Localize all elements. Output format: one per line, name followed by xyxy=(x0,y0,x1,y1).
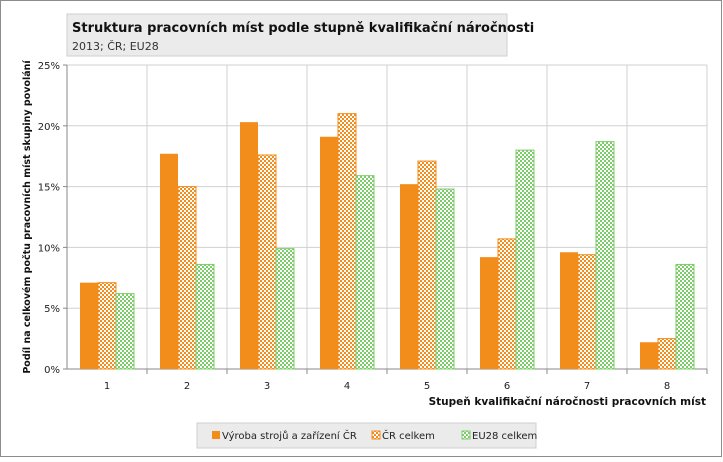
bar-3-3 xyxy=(275,248,295,370)
bar-3-8 xyxy=(675,263,695,370)
bar-1-6 xyxy=(480,257,498,369)
bar-3-5 xyxy=(435,188,455,370)
bar-2-3 xyxy=(257,154,277,370)
x-axis-label: Stupeň kvalifikační náročnosti pracovníc… xyxy=(429,396,706,408)
legend xyxy=(196,422,537,449)
chart-title: Struktura pracovních míst podle stupně k… xyxy=(72,21,534,36)
y-tick-label: 10% xyxy=(38,243,60,254)
bar-1-3 xyxy=(240,122,258,369)
bar-2-2 xyxy=(177,186,197,370)
bar-2-8 xyxy=(657,338,677,370)
bar-1-2 xyxy=(160,153,178,369)
bar-1-7 xyxy=(560,252,578,369)
x-tick-label: 4 xyxy=(344,381,350,392)
y-tick-label: 15% xyxy=(38,183,60,194)
bar-3-2 xyxy=(195,263,215,370)
legend-label: Výroba strojů a zařízení ČR xyxy=(222,429,357,442)
bar-3-4 xyxy=(355,175,375,370)
legend-swatch xyxy=(461,430,471,440)
bar-2-1 xyxy=(97,282,117,370)
y-tick-label: 0% xyxy=(44,365,60,376)
bar-1-5 xyxy=(400,184,418,369)
y-tick-label: 25% xyxy=(38,61,60,72)
legend-label: EU28 celkem xyxy=(472,431,537,442)
x-tick-label: 3 xyxy=(264,381,270,392)
x-tick-label: 8 xyxy=(664,381,670,392)
bar-2-6 xyxy=(497,238,517,370)
y-axis-label: Podíl na celkovém počtu pracovních míst … xyxy=(22,60,33,374)
title-box xyxy=(66,13,508,57)
bar-1-1 xyxy=(80,282,98,369)
x-tick-label: 5 xyxy=(424,381,430,392)
bar-3-1 xyxy=(115,293,135,370)
chart-subtitle: 2013; ČR; EU28 xyxy=(72,40,159,53)
bar-3-6 xyxy=(515,149,535,370)
legend-swatch xyxy=(371,430,381,440)
bar-2-5 xyxy=(417,160,437,370)
bar-3-7 xyxy=(595,141,615,370)
legend-swatch xyxy=(212,431,220,439)
bar-2-4 xyxy=(337,113,357,370)
bar-1-8 xyxy=(640,342,658,369)
x-tick-label: 2 xyxy=(184,381,190,392)
y-tick-label: 5% xyxy=(44,304,60,315)
legend-label: ČR celkem xyxy=(382,429,435,442)
x-tick-label: 7 xyxy=(584,381,590,392)
bar-2-7 xyxy=(577,254,597,370)
y-tick-label: 20% xyxy=(38,122,60,133)
x-tick-label: 6 xyxy=(504,381,510,392)
x-tick-label: 1 xyxy=(104,381,110,392)
bar-1-4 xyxy=(320,136,338,369)
